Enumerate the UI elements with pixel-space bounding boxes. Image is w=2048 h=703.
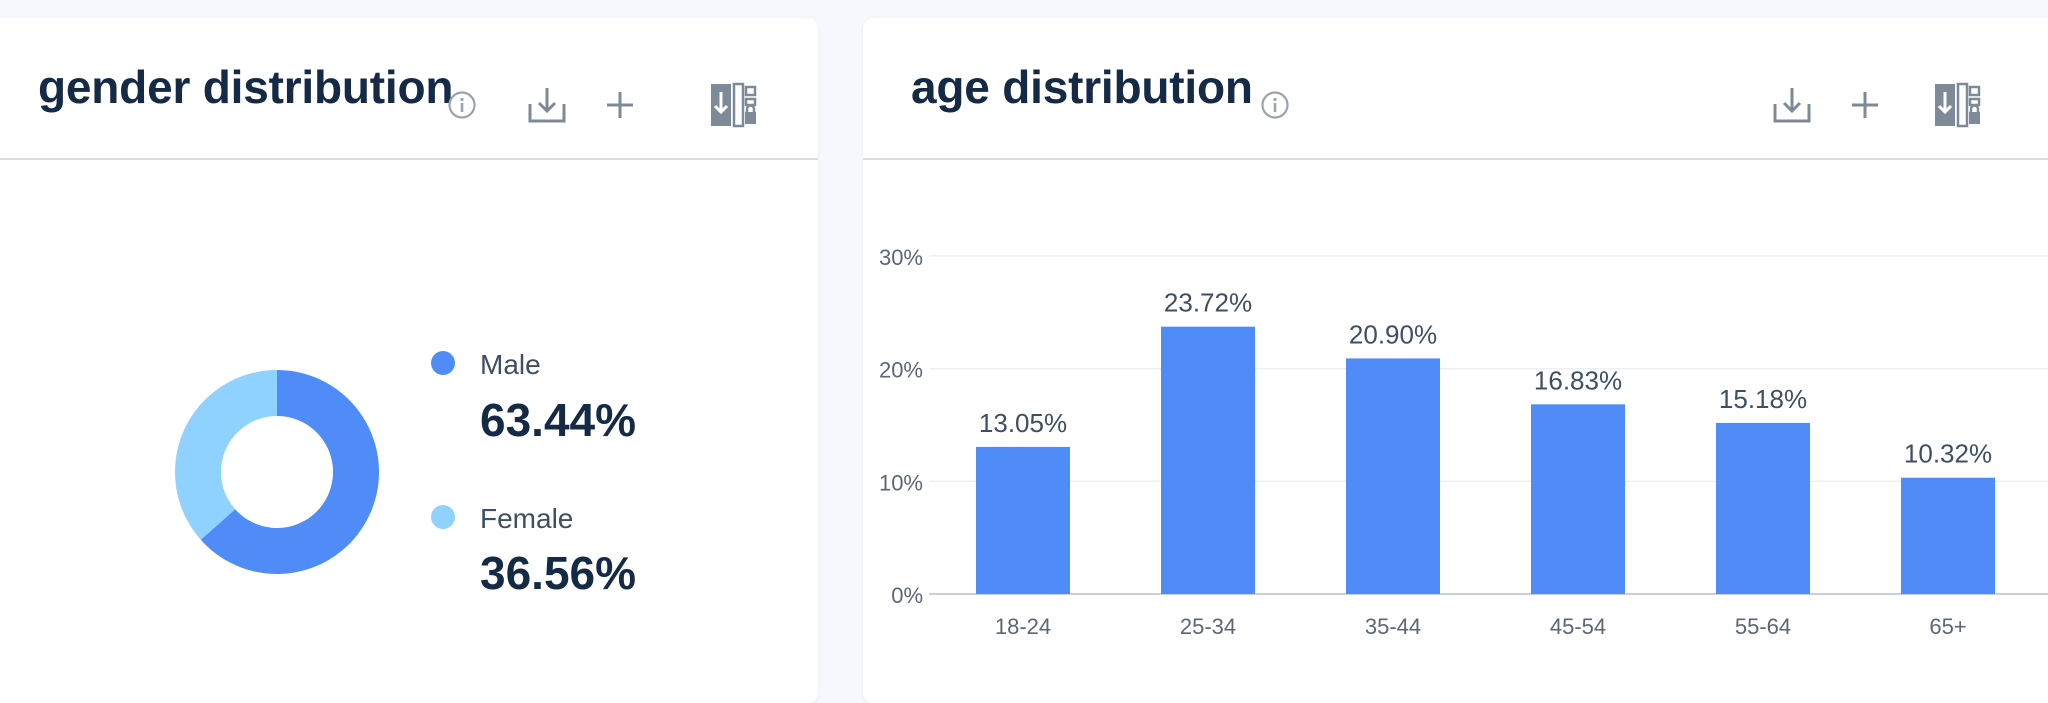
info-icon[interactable] — [447, 90, 477, 120]
gender-card-header: gender distribution — [0, 18, 818, 160]
bar-data-label: 13.05% — [979, 408, 1067, 438]
add-icon[interactable] — [1844, 84, 1886, 126]
donut-slice-female[interactable] — [174, 370, 277, 540]
x-tick-label: 25-34 — [1180, 614, 1236, 639]
bar-data-label: 20.90% — [1349, 319, 1437, 349]
gender-donut-chart — [174, 370, 379, 575]
legend-dot-female — [431, 505, 455, 529]
legend-label-female: Female — [480, 503, 574, 534]
bar-55-64[interactable] — [1716, 422, 1810, 594]
export-icon[interactable] — [710, 81, 758, 129]
bar-data-label: 16.83% — [1534, 365, 1622, 395]
y-tick-label: 20% — [879, 358, 923, 383]
gender-card-title: gender distribution — [38, 61, 454, 113]
x-tick-label: 55-64 — [1735, 614, 1791, 639]
legend-value-male: 63.44% — [480, 394, 637, 446]
download-icon[interactable] — [1771, 84, 1813, 126]
x-tick-label: 35-44 — [1365, 614, 1421, 639]
x-tick-label: 65+ — [1929, 614, 1966, 639]
bar-data-label: 10.32% — [1904, 439, 1992, 469]
age-card-title: age distribution — [911, 61, 1253, 113]
y-tick-label: 0% — [891, 583, 923, 608]
bar-25-34[interactable] — [1161, 326, 1255, 594]
gender-distribution-card: gender distribution Male 63.44% Female 3… — [0, 18, 818, 703]
bar-data-label: 23.72% — [1164, 288, 1252, 318]
export-icon[interactable] — [1934, 81, 1982, 129]
donut-slice-male[interactable] — [200, 370, 379, 575]
bar-data-label: 15.18% — [1719, 384, 1807, 414]
legend-dot-male — [431, 351, 455, 375]
age-distribution-card: age distribution 0% 10% 20% 30% 13.05% 18-24 2… — [863, 18, 2048, 703]
bar-45-54[interactable] — [1531, 404, 1625, 594]
bar-18-24[interactable] — [976, 446, 1070, 594]
y-tick-label: 10% — [879, 470, 923, 495]
legend-value-female: 36.56% — [480, 547, 637, 599]
age-card-header: age distribution — [863, 18, 2048, 160]
info-icon[interactable] — [1260, 90, 1290, 120]
y-tick-label: 30% — [879, 245, 923, 270]
x-tick-label: 45-54 — [1550, 614, 1606, 639]
legend-label-male: Male — [480, 349, 541, 380]
download-icon[interactable] — [526, 84, 568, 126]
add-icon[interactable] — [599, 84, 641, 126]
x-tick-label: 18-24 — [995, 614, 1051, 639]
bar-35-44[interactable] — [1346, 358, 1440, 594]
age-bar-chart: 0% 10% 20% 30% 13.05% 18-24 23.72% 25-34 20.90% 3… — [879, 245, 2048, 639]
bar-65+[interactable] — [1901, 477, 1995, 594]
